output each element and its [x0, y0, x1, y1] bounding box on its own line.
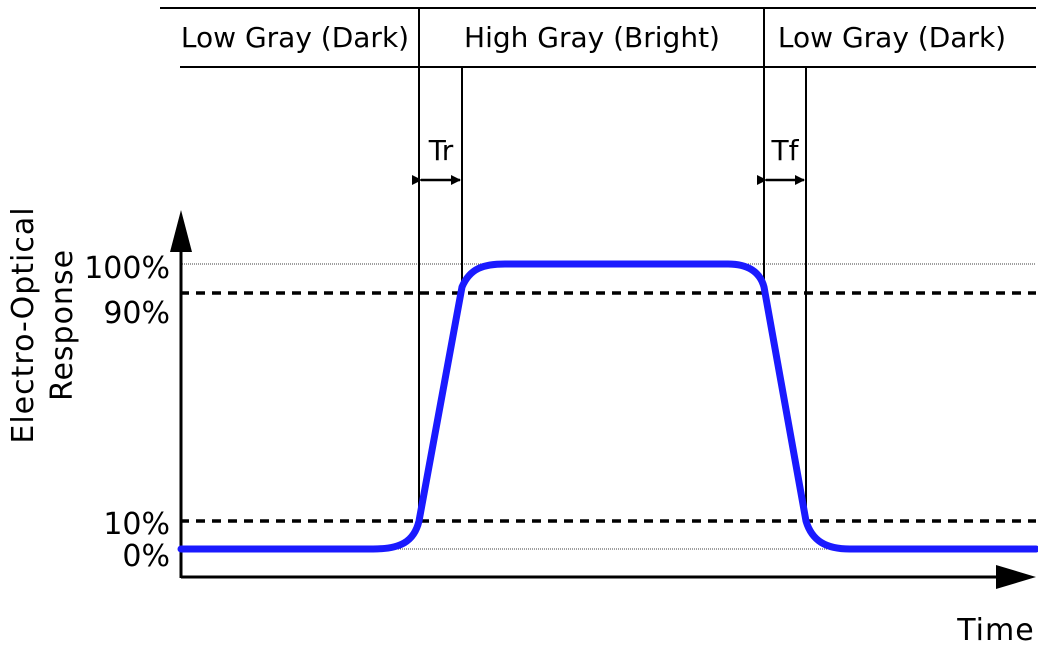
- fall-time-label: Tf: [771, 134, 800, 167]
- response-curve: [177, 260, 1038, 553]
- y-axis-arrowhead: [170, 210, 192, 252]
- header-segment-low-gray-right: Low Gray (Dark): [778, 21, 1006, 54]
- level-label-90: 90%: [103, 296, 170, 331]
- header-segment-low-gray-left: Low Gray (Dark): [181, 21, 409, 54]
- y-axis-label-line2: Response: [45, 249, 80, 401]
- level-label-10: 10%: [103, 507, 170, 542]
- level-label-100: 100%: [84, 251, 170, 286]
- x-axis-arrowhead: [996, 565, 1036, 589]
- rise-time-label: Tr: [428, 134, 454, 167]
- level-label-0: 0%: [122, 539, 170, 574]
- x-axis-label: Time: [956, 613, 1034, 648]
- y-axis-label-line1: Electro-Optical: [6, 206, 41, 443]
- header-segment-high-gray: High Gray (Bright): [464, 21, 720, 54]
